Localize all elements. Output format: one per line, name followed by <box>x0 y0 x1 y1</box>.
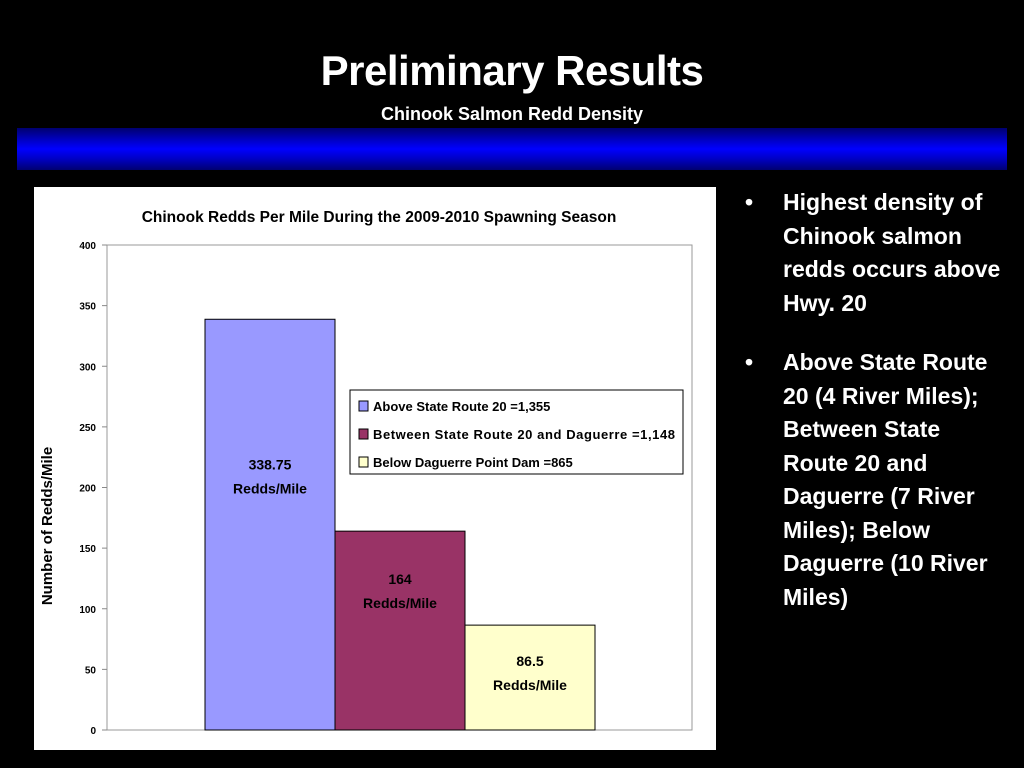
bar-data-label: 86.5 <box>516 653 543 669</box>
y-tick-label: 300 <box>79 362 96 373</box>
y-axis-label: Number of Redds/Mile <box>39 447 56 605</box>
legend-entry: Between State Route 20 and Daguerre =1,1… <box>373 427 675 442</box>
chart-panel: Chinook Redds Per Mile During the 2009-2… <box>34 187 716 750</box>
bar-chart: Chinook Redds Per Mile During the 2009-2… <box>39 209 693 737</box>
bullet-item: • Above State Route 20 (4 River Miles); … <box>745 346 1005 614</box>
bar <box>464 624 596 731</box>
legend-entry: Below Daguerre Point Dam =865 <box>373 455 573 470</box>
legend-swatch <box>358 400 369 412</box>
legend-entry: Above State Route 20 =1,355 <box>373 399 550 414</box>
y-tick-label: 200 <box>79 484 96 495</box>
legend-swatch <box>358 428 369 440</box>
y-tick-label: 150 <box>79 544 96 555</box>
bar-data-label: Redds/Mile <box>493 677 567 693</box>
bullet-text: Above State Route 20 (4 River Miles); Be… <box>783 349 988 610</box>
bar-data-label: 164 <box>388 571 412 587</box>
bullet-item: • Highest density of Chinook salmon redd… <box>745 186 1005 320</box>
bullet-list: • Highest density of Chinook salmon redd… <box>745 186 1005 640</box>
bar <box>334 530 466 731</box>
bar-data-label: Redds/Mile <box>363 595 437 611</box>
y-tick-label: 400 <box>79 241 96 252</box>
legend-box <box>349 389 684 475</box>
slide-title: Preliminary Results <box>320 47 704 94</box>
bar <box>204 318 336 731</box>
chart-title: Chinook Redds Per Mile During the 2009-2… <box>142 209 617 226</box>
slide-subtitle: Chinook Salmon Redd Density <box>380 104 644 124</box>
y-tick-label: 0 <box>90 726 96 737</box>
bar-data-label: 338.75 <box>249 456 292 472</box>
y-tick-label: 250 <box>79 423 96 434</box>
bullet-dot-icon: • <box>745 349 754 375</box>
y-tick-label: 350 <box>79 302 96 313</box>
legend-swatch <box>358 456 369 468</box>
chart-legend: Above State Route 20 =1,355 Between State… <box>349 389 684 475</box>
y-tick-label: 100 <box>79 605 96 616</box>
bullet-text: Highest density of Chinook salmon redds … <box>783 189 1001 316</box>
bullet-dot-icon: • <box>745 189 754 215</box>
title-divider-band <box>17 128 1007 170</box>
y-tick-label: 50 <box>85 665 97 676</box>
bar-data-label: Redds/Mile <box>233 480 307 496</box>
